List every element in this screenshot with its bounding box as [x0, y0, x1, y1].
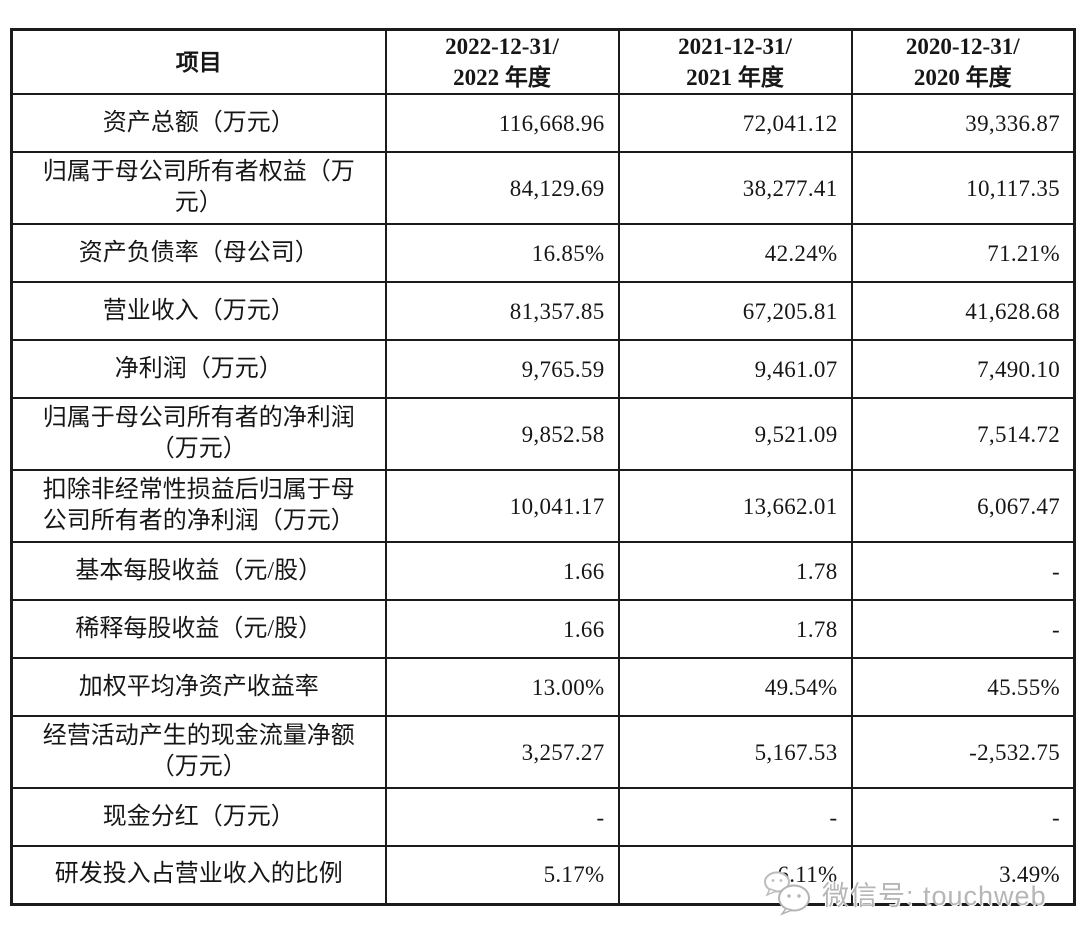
- row-label: 资产总额（万元）: [10, 93, 387, 153]
- header-item: 项目: [10, 28, 387, 95]
- cell-value: 71.21%: [850, 223, 1076, 283]
- table-row: 营业收入（万元） 81,357.85 67,205.81 41,628.68: [10, 281, 1076, 341]
- table-row: 现金分红（万元） - - -: [10, 787, 1076, 847]
- header-row: 项目 2022-12-31/ 2022 年度 2021-12-31/ 2021 …: [10, 28, 1076, 95]
- row-label: 研发投入占营业收入的比例: [10, 845, 387, 905]
- cell-value: 81,357.85: [384, 281, 620, 341]
- header-period-2021: 2021-12-31/ 2021 年度: [617, 28, 853, 95]
- table-header: 项目 2022-12-31/ 2022 年度 2021-12-31/ 2021 …: [10, 28, 1076, 95]
- cell-value: 45.55%: [850, 657, 1076, 717]
- financial-summary-table: 项目 2022-12-31/ 2022 年度 2021-12-31/ 2021 …: [10, 28, 1076, 906]
- cell-value: -: [850, 599, 1076, 659]
- row-label: 经营活动产生的现金流量净额 （万元）: [10, 715, 387, 789]
- cell-value: 9,521.09: [617, 397, 853, 471]
- cell-value: 13.00%: [384, 657, 620, 717]
- table-row: 稀释每股收益（元/股） 1.66 1.78-: [10, 599, 1076, 659]
- cell-value: 1.66: [384, 541, 620, 601]
- row-label: 资产负债率（母公司）: [10, 223, 387, 283]
- row-label: 归属于母公司所有者权益（万 元）: [10, 151, 387, 225]
- cell-value: 72,041.12: [617, 93, 853, 153]
- cell-value: 3,257.27: [384, 715, 620, 789]
- table-row: 净利润（万元） 9,765.59 9,461.07 7,490.10: [10, 339, 1076, 399]
- table-body: 资产总额（万元） 116,668.96 72,041.12 39,336.87 归属于母…: [10, 93, 1076, 905]
- cell-value: 84,129.69: [384, 151, 620, 225]
- table-row: 扣除非经常性损益后归属于母 公司所有者的净利润（万元） 10,041.17 13,6…: [10, 469, 1076, 543]
- cell-value: -: [850, 541, 1076, 601]
- cell-value: 1.78: [617, 599, 853, 659]
- cell-value: 41,628.68: [850, 281, 1076, 341]
- cell-value: 7,514.72: [850, 397, 1076, 471]
- cell-value: 16.85%: [384, 223, 620, 283]
- row-label: 基本每股收益（元/股）: [10, 541, 387, 601]
- cell-value: -: [617, 787, 853, 847]
- row-label: 稀释每股收益（元/股）: [10, 599, 387, 659]
- cell-value: 67,205.81: [617, 281, 853, 341]
- cell-value: 49.54%: [617, 657, 853, 717]
- cell-value: 1.78: [617, 541, 853, 601]
- cell-value: 5.17%: [384, 845, 620, 905]
- cell-value: 7,490.10: [850, 339, 1076, 399]
- table-row: 归属于母公司所有者权益（万 元） 84,129.69 38,277.41 10,117…: [10, 151, 1076, 225]
- table-row: 经营活动产生的现金流量净额 （万元） 3,257.27 5,167.53 -2,532…: [10, 715, 1076, 789]
- row-label: 净利润（万元）: [10, 339, 387, 399]
- cell-value: 9,461.07: [617, 339, 853, 399]
- cell-value: 39,336.87: [850, 93, 1076, 153]
- table-row: 归属于母公司所有者的净利润 （万元） 9,852.58 9,521.09 7,514.…: [10, 397, 1076, 471]
- cell-value: 13,662.01: [617, 469, 853, 543]
- cell-value: 6.11%: [617, 845, 853, 905]
- row-label: 现金分红（万元）: [10, 787, 387, 847]
- cell-value: 9,852.58: [384, 397, 620, 471]
- table-row: 资产负债率（母公司） 16.85% 42.24% 71.21%: [10, 223, 1076, 283]
- table-row: 基本每股收益（元/股） 1.66 1.78-: [10, 541, 1076, 601]
- cell-value: 10,041.17: [384, 469, 620, 543]
- cell-value: 9,765.59: [384, 339, 620, 399]
- cell-value: -2,532.75: [850, 715, 1076, 789]
- cell-value: 116,668.96: [384, 93, 620, 153]
- cell-value: 38,277.41: [617, 151, 853, 225]
- cell-value: 5,167.53: [617, 715, 853, 789]
- row-label: 加权平均净资产收益率: [10, 657, 387, 717]
- table-row: 资产总额（万元） 116,668.96 72,041.12 39,336.87: [10, 93, 1076, 153]
- table-row: 加权平均净资产收益率 13.00% 49.54% 45.55%: [10, 657, 1076, 717]
- cell-value: -: [384, 787, 620, 847]
- header-period-2020: 2020-12-31/ 2020 年度: [850, 28, 1076, 95]
- cell-value: -: [850, 787, 1076, 847]
- cell-value: 1.66: [384, 599, 620, 659]
- table-row: 研发投入占营业收入的比例 5.17% 6.11% 3.49%: [10, 845, 1076, 905]
- header-period-2022: 2022-12-31/ 2022 年度: [384, 28, 620, 95]
- row-label: 营业收入（万元）: [10, 281, 387, 341]
- row-label: 归属于母公司所有者的净利润 （万元）: [10, 397, 387, 471]
- cell-value: 42.24%: [617, 223, 853, 283]
- cell-value: 6,067.47: [850, 469, 1076, 543]
- cell-value: 3.49%: [850, 845, 1076, 905]
- row-label: 扣除非经常性损益后归属于母 公司所有者的净利润（万元）: [10, 469, 387, 543]
- cell-value: 10,117.35: [850, 151, 1076, 225]
